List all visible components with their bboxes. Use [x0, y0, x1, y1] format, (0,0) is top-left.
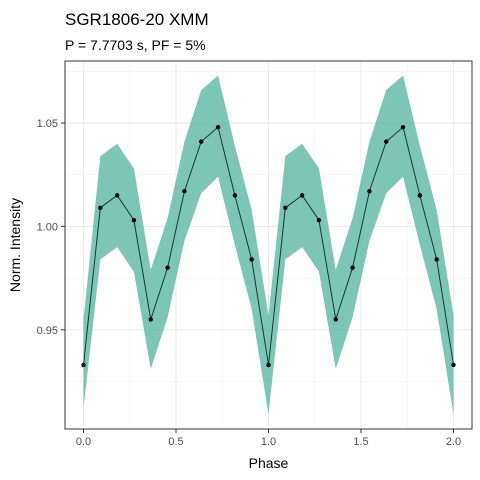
- x-axis-title: Phase: [249, 455, 289, 471]
- data-point: [367, 189, 372, 194]
- x-tick-label: 0.0: [76, 436, 91, 448]
- x-axis: 0.0 0.5 1.0 1.5 2.0: [76, 429, 461, 448]
- x-tick-label: 1.5: [353, 436, 368, 448]
- data-point: [283, 205, 288, 210]
- data-point: [165, 265, 170, 270]
- band-layer: [83, 75, 454, 415]
- data-point: [199, 139, 204, 144]
- chart-subtitle: P = 7.7703 s, PF = 5%: [65, 37, 206, 53]
- data-point: [333, 317, 338, 322]
- x-tick-label: 0.5: [168, 436, 183, 448]
- data-point: [98, 205, 103, 210]
- data-point: [131, 217, 137, 223]
- data-point: [148, 317, 153, 322]
- x-tick-label: 2.0: [446, 436, 461, 448]
- data-point: [81, 362, 86, 368]
- y-axis-title: Norm. Intensity: [7, 198, 23, 292]
- data-point: [451, 362, 456, 368]
- data-point: [299, 193, 305, 198]
- data-point: [350, 265, 355, 270]
- data-point: [384, 139, 389, 144]
- data-point: [434, 257, 439, 262]
- data-point: [114, 193, 120, 198]
- y-tick-label: 0.95: [37, 325, 58, 337]
- data-point: [232, 193, 238, 198]
- data-point: [316, 217, 322, 223]
- y-tick-label: 1.05: [37, 118, 58, 130]
- data-point: [215, 124, 221, 130]
- chart-title: SGR1806-20 XMM: [65, 10, 209, 29]
- data-point: [266, 362, 271, 368]
- confidence-band: [83, 75, 454, 415]
- points-layer: [81, 124, 456, 368]
- x-tick-label: 1.0: [261, 436, 276, 448]
- data-point: [400, 124, 406, 130]
- y-tick-label: 1.00: [37, 221, 58, 233]
- y-axis: 0.95 1.00 1.05: [37, 118, 65, 337]
- data-point: [249, 257, 254, 262]
- data-point: [182, 189, 187, 194]
- data-point: [417, 193, 423, 198]
